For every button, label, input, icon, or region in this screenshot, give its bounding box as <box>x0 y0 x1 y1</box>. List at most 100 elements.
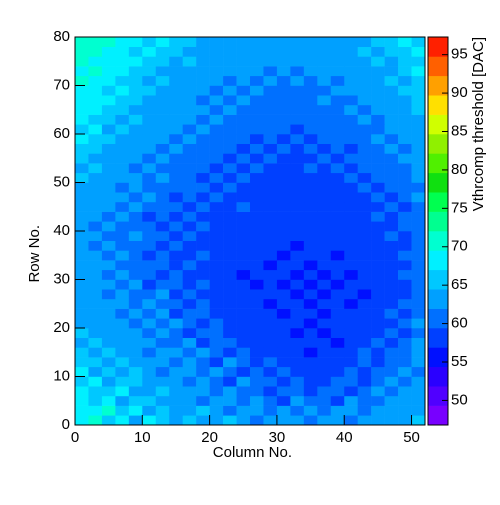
color-bar-band <box>428 134 448 154</box>
heatmap-cell <box>357 56 372 67</box>
heatmap-cell <box>88 308 103 319</box>
heatmap-cell <box>330 289 345 300</box>
heatmap-cell <box>236 104 251 115</box>
heatmap-cell <box>128 376 143 387</box>
heatmap-cell <box>155 172 170 183</box>
heatmap-cell <box>128 415 143 426</box>
heatmap-cell <box>290 231 305 241</box>
heatmap-cell <box>384 37 399 47</box>
heatmap-cell <box>196 37 210 47</box>
heatmap-cell <box>290 298 305 309</box>
heatmap-cell <box>209 298 224 309</box>
heatmap-cell <box>303 182 318 193</box>
heatmap-cell <box>169 172 183 183</box>
heatmap-cell <box>128 395 143 406</box>
heatmap-cell <box>169 221 183 232</box>
heatmap-cell <box>263 163 278 174</box>
heatmap-cell <box>182 46 197 57</box>
heatmap-cell <box>330 231 345 241</box>
heatmap-cell <box>196 308 210 319</box>
heatmap-cell <box>75 366 89 377</box>
heatmap-cell <box>250 386 264 397</box>
heatmap-cell <box>303 163 318 174</box>
heatmap-cell <box>169 85 183 96</box>
heatmap-cell <box>276 260 291 271</box>
heatmap-cell <box>182 85 197 96</box>
heatmap-cell <box>115 240 130 251</box>
heatmap-cell <box>411 134 426 144</box>
heatmap-cell <box>223 66 237 77</box>
heatmap-cell <box>101 250 116 261</box>
heatmap-cell <box>182 337 197 348</box>
heatmap-cell <box>317 75 332 86</box>
heatmap-cell <box>330 163 345 174</box>
heatmap-cell <box>398 37 412 47</box>
heatmap-cell <box>263 134 278 144</box>
heatmap-cell <box>75 279 89 290</box>
heatmap-cell <box>263 298 278 309</box>
heatmap-cell <box>263 66 278 77</box>
heatmap-cell <box>115 134 130 144</box>
heatmap-cell <box>115 95 130 106</box>
heatmap-cell <box>303 114 318 125</box>
heatmap-cell <box>344 395 358 406</box>
heatmap-cell <box>384 75 399 86</box>
heatmap-cell <box>155 328 170 338</box>
color-bar-band <box>428 95 448 115</box>
y-tick-label: 50 <box>53 173 70 190</box>
heatmap-cell <box>128 163 143 174</box>
heatmap-cell <box>317 395 332 406</box>
heatmap-cell <box>344 328 358 338</box>
heatmap-cell <box>357 240 372 251</box>
heatmap-cell <box>223 134 237 144</box>
heatmap-cell <box>155 192 170 203</box>
heatmap-cell <box>209 104 224 115</box>
heatmap-cell <box>196 366 210 377</box>
heatmap-cell <box>128 124 143 135</box>
heatmap-cell <box>142 376 157 387</box>
color-bar-band <box>428 328 448 348</box>
heatmap-cell <box>236 289 251 300</box>
heatmap-cell <box>303 405 318 416</box>
heatmap-cell <box>209 405 224 416</box>
heatmap-cell <box>276 250 291 261</box>
heatmap-cell <box>101 56 116 67</box>
heatmap-cell <box>371 415 385 426</box>
heatmap-cell <box>209 163 224 174</box>
heatmap-cell <box>169 192 183 203</box>
heatmap-cell <box>250 95 264 106</box>
heatmap-cell <box>290 104 305 115</box>
heatmap-cell <box>236 376 251 387</box>
heatmap-cell <box>317 279 332 290</box>
heatmap-cell <box>384 386 399 397</box>
color-bar-band <box>428 211 448 232</box>
heatmap-cell <box>330 260 345 271</box>
heatmap-cell <box>101 240 116 251</box>
heatmap-cell <box>303 153 318 164</box>
heatmap-cell <box>263 37 278 47</box>
heatmap-cell <box>182 201 197 212</box>
heatmap-cell <box>142 415 157 426</box>
heatmap-cell <box>223 386 237 397</box>
heatmap-cell <box>88 172 103 183</box>
heatmap-cell <box>344 134 358 144</box>
heatmap-cell <box>101 66 116 77</box>
heatmap-cell <box>128 357 143 368</box>
heatmap-cell <box>384 46 399 57</box>
heatmap-cell <box>411 66 426 77</box>
heatmap-cell <box>223 289 237 300</box>
heatmap-cell <box>411 337 426 348</box>
heatmap-cell <box>317 182 332 193</box>
heatmap-cell <box>250 376 264 387</box>
heatmap-cell <box>384 66 399 77</box>
heatmap-cell <box>384 153 399 164</box>
heatmap-cell <box>371 56 385 67</box>
heatmap-cell <box>236 56 251 67</box>
heatmap-cell <box>236 124 251 135</box>
heatmap-cell <box>303 85 318 96</box>
heatmap-cell <box>223 337 237 348</box>
heatmap-cell <box>384 240 399 251</box>
heatmap-cell <box>75 376 89 387</box>
heatmap-cell <box>196 104 210 115</box>
heatmap-cell <box>128 192 143 203</box>
